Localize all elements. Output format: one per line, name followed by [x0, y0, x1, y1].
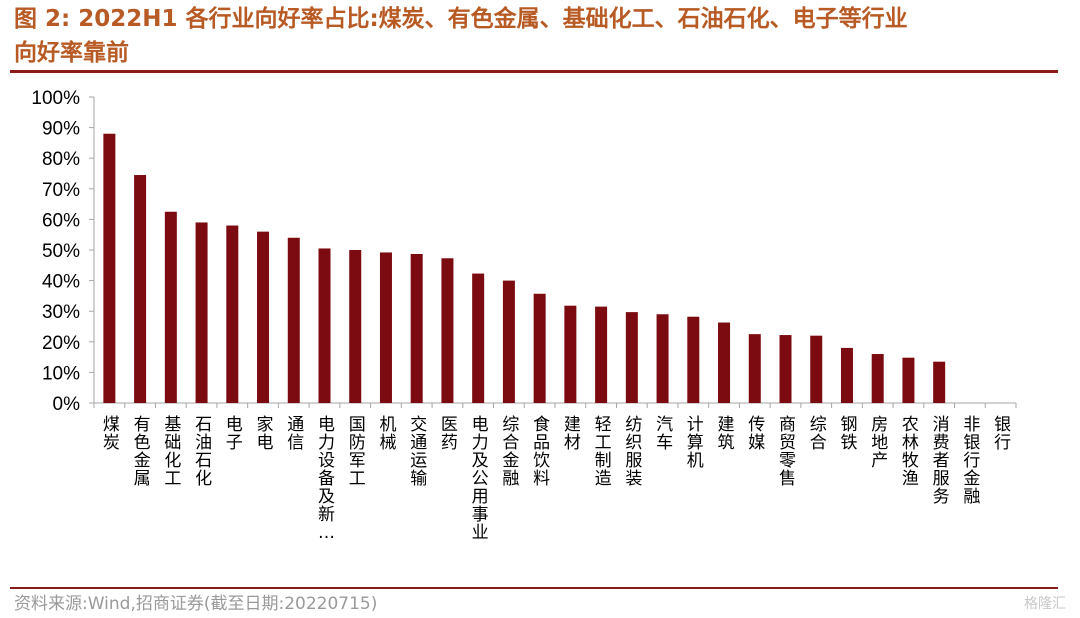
watermark-logo: 格隆汇	[1024, 596, 1066, 612]
x-tick-label: 电子	[226, 415, 243, 453]
x-tick-label: 计算机	[687, 415, 704, 471]
bar	[103, 133, 116, 403]
x-tick-label: 汽车	[656, 415, 673, 453]
bar	[379, 252, 392, 403]
y-tick-label: 90%	[42, 119, 80, 140]
y-tick-label: 80%	[42, 149, 80, 170]
bar	[472, 273, 485, 403]
chart-title-line2: 向好率靠前	[14, 40, 129, 66]
x-tick-label: 家电	[257, 415, 274, 453]
y-tick-label: 20%	[42, 333, 80, 354]
x-tick-label: 石油石化	[195, 415, 212, 489]
x-tick-label: 食品饮料	[533, 415, 550, 489]
bar	[902, 357, 915, 403]
bar	[410, 253, 423, 403]
bar	[656, 314, 669, 403]
bar	[779, 335, 792, 403]
y-tick-label: 30%	[42, 302, 80, 323]
bar	[871, 354, 884, 403]
x-tick-label: 农林牧渔	[902, 415, 919, 489]
x-tick-label: 交通运输	[410, 415, 427, 489]
x-tick-label: 银行	[994, 415, 1011, 453]
bar	[441, 258, 454, 403]
bar	[840, 347, 853, 403]
x-tick-label: 纺织服装	[625, 415, 642, 489]
bar	[810, 335, 823, 403]
x-tick-label: 综合金融	[502, 415, 519, 489]
x-tick-label: 电力及公用事业	[472, 415, 489, 543]
bar	[564, 305, 577, 403]
y-tick-label: 60%	[42, 210, 80, 231]
x-tick-label: 电力设备及新…	[318, 415, 335, 543]
bar	[625, 312, 638, 403]
bar	[257, 231, 270, 403]
x-tick-label: 综合	[810, 415, 827, 453]
x-tick-label: 建筑	[718, 415, 735, 453]
x-tick-label: 传媒	[748, 415, 765, 453]
y-tick-label: 50%	[42, 241, 80, 262]
x-tick-label: 房地产	[871, 415, 888, 471]
bar	[349, 250, 362, 403]
x-tick-label: 非银行金融	[963, 415, 980, 507]
title-divider	[10, 70, 1058, 73]
bar	[502, 280, 515, 403]
y-tick-label: 10%	[42, 363, 80, 384]
bar	[134, 175, 147, 403]
x-tick-label: 医药	[441, 415, 458, 453]
bar	[287, 237, 300, 403]
x-tick-label: 轻工制造	[595, 415, 612, 489]
y-tick-label: 100%	[31, 88, 80, 109]
bar	[318, 248, 331, 403]
bar	[533, 293, 546, 403]
source-note: 资料来源:Wind,招商证券(截至日期:20220715)	[14, 594, 378, 614]
bar-chart: 0% 10% 20% 30% 40% 50% 60% 70% 80% 90% 100% 煤炭有色金属基…	[31, 88, 1017, 543]
bar	[226, 225, 239, 403]
x-tick-label: 钢铁	[840, 415, 857, 453]
bar	[164, 211, 177, 403]
x-tick-label: 商贸零售	[779, 415, 796, 489]
x-tick-label: 煤炭	[103, 415, 120, 453]
y-tick-label: 70%	[42, 180, 80, 201]
footer-divider	[10, 587, 1058, 589]
x-tick-label: 基础化工	[164, 415, 181, 489]
bar	[687, 316, 700, 403]
bar	[195, 222, 208, 403]
x-tick-label: 机械	[379, 415, 396, 453]
bar	[595, 306, 608, 403]
y-tick-label: 40%	[42, 272, 80, 293]
bar	[718, 322, 731, 403]
x-tick-label: 消费者服务	[933, 415, 950, 507]
bar	[748, 334, 761, 403]
chart-title: 图 2: 2022H1 各行业向好率占比:煤炭、有色金属、基础化工、石油石化、电…	[14, 2, 1064, 70]
x-tick-label: 国防军工	[349, 415, 366, 489]
chart-title-line1: 图 2: 2022H1 各行业向好率占比:煤炭、有色金属、基础化工、石油石化、电…	[14, 6, 908, 32]
x-tick-label: 建材	[564, 415, 581, 453]
x-tick-label: 有色金属	[134, 415, 151, 489]
bar	[933, 361, 946, 403]
x-tick-label: 通信	[287, 415, 304, 453]
y-tick-label: 0%	[53, 394, 81, 415]
